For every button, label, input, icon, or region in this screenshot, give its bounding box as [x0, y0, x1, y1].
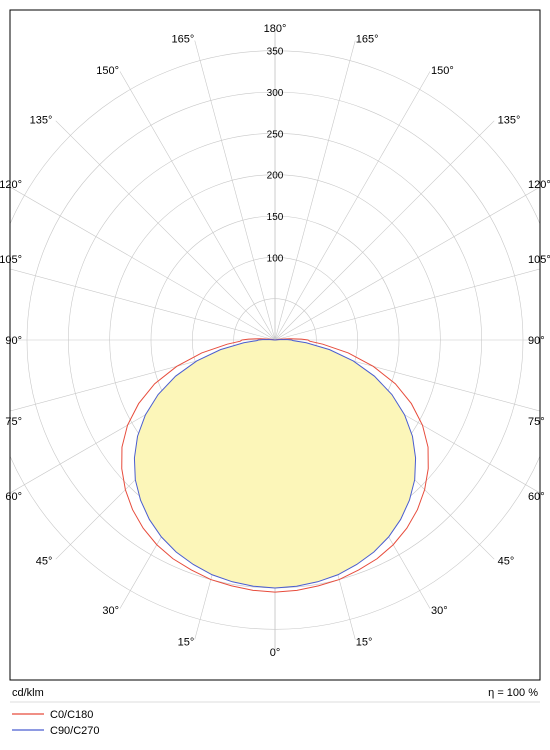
angle-label: 45° [498, 556, 515, 568]
angle-label: 90° [5, 335, 22, 347]
angle-label: 135° [30, 114, 53, 126]
angle-label: 105° [0, 254, 22, 266]
radial-tick: 200 [267, 171, 284, 182]
angle-label: 30° [102, 605, 119, 617]
radial-tick: 300 [267, 88, 284, 99]
legend-label: C0/C180 [50, 709, 93, 721]
radial-tick: 250 [267, 129, 284, 140]
efficiency-label: η = 100 % [488, 687, 538, 699]
angle-label: 120° [528, 179, 550, 191]
angle-label: 90° [528, 335, 545, 347]
polar-chart: 100 150 200 250 300 350 180° 165° 165° 150° 150° 13… [0, 0, 550, 750]
legend-label: C90/C270 [50, 725, 100, 737]
angle-label: 135° [498, 114, 521, 126]
radial-tick: 150 [267, 212, 284, 223]
angle-label: 150° [431, 65, 454, 77]
angle-label: 165° [171, 34, 194, 46]
angle-label: 180° [264, 23, 287, 35]
angle-label: 75° [528, 416, 545, 428]
angle-label: 150° [96, 65, 119, 77]
angle-label: 120° [0, 179, 22, 191]
angle-label: 15° [178, 636, 195, 648]
angle-label: 0° [270, 647, 281, 659]
angle-label: 60° [528, 491, 545, 503]
angle-label: 45° [36, 556, 53, 568]
radial-tick: 350 [267, 47, 284, 58]
radial-tick: 100 [267, 253, 284, 264]
angle-label: 15° [356, 636, 373, 648]
angle-label: 165° [356, 34, 379, 46]
angle-label: 30° [431, 605, 448, 617]
angle-label: 60° [5, 491, 22, 503]
angle-label: 105° [528, 254, 550, 266]
angle-label: 75° [5, 416, 22, 428]
fill-region [134, 340, 415, 588]
unit-label: cd/klm [12, 687, 44, 699]
